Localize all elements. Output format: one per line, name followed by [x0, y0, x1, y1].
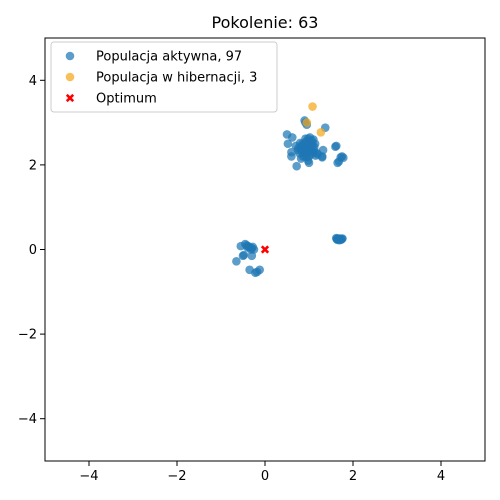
active-point	[335, 235, 344, 245]
y-tick-label: 0	[29, 243, 37, 258]
y-tick-label: −4	[18, 412, 37, 427]
chart-title: Pokolenie: 63	[212, 13, 319, 32]
x-tick-label: 4	[437, 469, 445, 484]
active-point	[232, 257, 241, 266]
x-tick-label: 2	[349, 469, 357, 484]
legend-label: Optimum	[96, 92, 157, 107]
hibernating-point	[308, 102, 317, 111]
active-point	[310, 139, 320, 149]
y-tick-label: 2	[29, 158, 37, 173]
legend-label: Populacja w hibernacji, 3	[96, 71, 257, 86]
active-point	[331, 142, 340, 152]
points-layer	[232, 102, 348, 278]
active-point	[339, 153, 348, 163]
optimum-stroke	[65, 93, 75, 103]
active-point	[304, 145, 313, 155]
active-point	[283, 139, 293, 149]
legend-marker-hibernation	[65, 72, 75, 82]
legend-box	[50, 41, 278, 113]
active-point	[299, 139, 309, 149]
optimum-marker	[260, 245, 270, 254]
y-tick-label: 4	[29, 74, 37, 89]
x-tick-label: −4	[79, 469, 98, 484]
optimum-stroke	[260, 245, 270, 254]
hibernating-point	[302, 118, 312, 127]
legend-marker-optimum	[65, 93, 75, 103]
active-point	[255, 265, 265, 275]
legend-marker-active	[65, 51, 75, 61]
x-tick-label: 0	[261, 469, 269, 484]
hibernating-point	[316, 128, 326, 137]
active-point	[312, 148, 322, 158]
active-point	[287, 133, 297, 142]
active-point	[239, 250, 249, 260]
x-tick-label: −2	[167, 469, 186, 484]
legend-label: Populacja aktywna, 97	[96, 50, 242, 65]
active-point	[292, 161, 301, 171]
active-point	[287, 152, 296, 161]
active-point	[247, 251, 257, 261]
legend: Populacja aktywna, 97 Populacja w hiberna…	[50, 41, 278, 113]
active-point	[304, 152, 314, 161]
active-point	[248, 242, 257, 252]
active-point	[297, 146, 306, 156]
ticks-layer: −4 −2 0 2 4 −4 −2 0 2 4	[18, 74, 445, 484]
y-tick-label: −2	[18, 328, 37, 343]
